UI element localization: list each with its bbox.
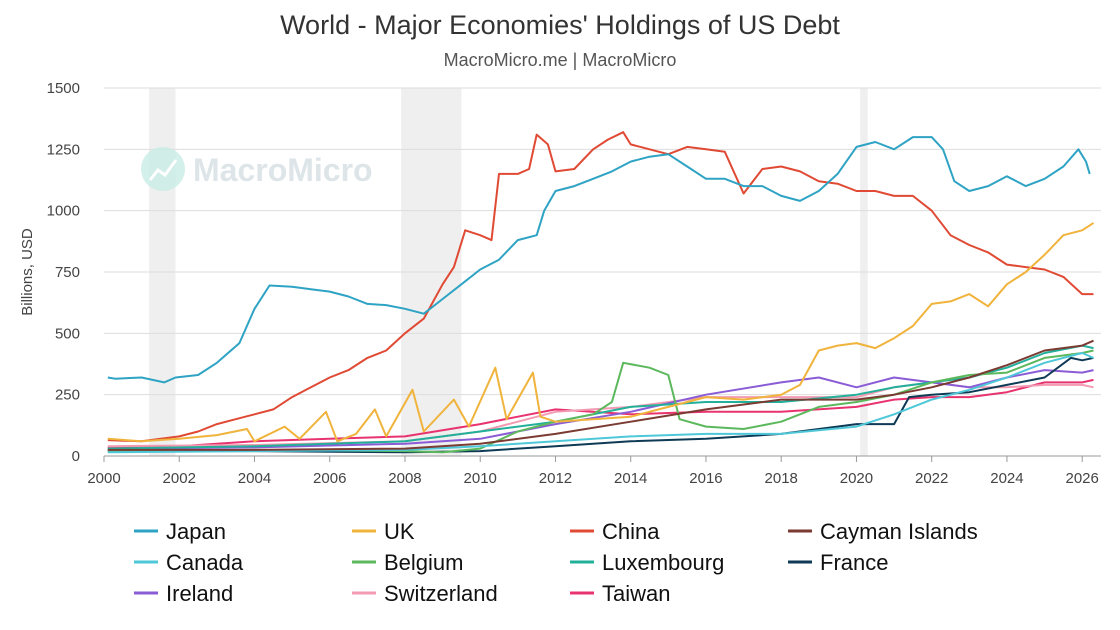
grid-lines bbox=[104, 87, 1101, 457]
y-tick-label: 750 bbox=[55, 264, 80, 281]
x-tick-label: 2026 bbox=[1066, 470, 1099, 487]
x-tick-label: 2018 bbox=[765, 470, 798, 487]
series-line-uk[interactable] bbox=[107, 222, 1095, 443]
series-line-luxembourg[interactable] bbox=[107, 344, 1094, 450]
legend: Japan UK China Cayman Islands Canada Belgium L… bbox=[134, 519, 978, 606]
chart-title: World - Major Economies' Holdings of US … bbox=[280, 10, 840, 40]
series-line-belgium[interactable] bbox=[107, 349, 1094, 454]
x-tick-label: 2012 bbox=[539, 470, 572, 487]
series-line-france[interactable] bbox=[107, 356, 1094, 454]
x-tick-label: 2010 bbox=[464, 470, 497, 487]
series-line-ireland[interactable] bbox=[107, 369, 1094, 450]
legend-label: Japan bbox=[166, 519, 226, 544]
y-tick-label: 1000 bbox=[47, 203, 80, 220]
y-tick-label: 500 bbox=[55, 325, 80, 342]
x-tick-label: 2016 bbox=[689, 470, 722, 487]
x-tick-label: 2008 bbox=[388, 470, 421, 487]
y-tick-label: 250 bbox=[55, 387, 80, 404]
y-axis: 0 250 500 750 1000 1250 1500 bbox=[47, 80, 80, 465]
x-tick-label: 2024 bbox=[990, 470, 1023, 487]
watermark: MacroMicro bbox=[141, 147, 373, 191]
legend-item-japan[interactable]: Japan bbox=[134, 519, 226, 544]
chart-subtitle: MacroMicro.me | MacroMicro bbox=[444, 50, 677, 70]
x-tick-label: 2002 bbox=[163, 470, 196, 487]
macromicro-logo-icon bbox=[141, 147, 185, 191]
legend-item-belgium[interactable]: Belgium bbox=[352, 550, 463, 575]
legend-label: China bbox=[602, 519, 660, 544]
legend-label: Ireland bbox=[166, 581, 233, 606]
legend-item-uk[interactable]: UK bbox=[352, 519, 415, 544]
series-line-china[interactable] bbox=[107, 131, 1094, 443]
y-tick-label: 1250 bbox=[47, 141, 80, 158]
legend-label: France bbox=[820, 550, 888, 575]
x-axis: 2000 2002 2004 2006 2008 2010 2012 2014 2016 2018… bbox=[87, 456, 1099, 487]
legend-item-cayman-islands[interactable]: Cayman Islands bbox=[788, 519, 978, 544]
x-tick-label: 2000 bbox=[87, 470, 120, 487]
legend-label: Canada bbox=[166, 550, 244, 575]
y-tick-label: 0 bbox=[72, 448, 80, 465]
legend-label: Luxembourg bbox=[602, 550, 724, 575]
legend-item-taiwan[interactable]: Taiwan bbox=[570, 581, 670, 606]
series-line-cayman-islands[interactable] bbox=[107, 339, 1094, 451]
legend-label: Switzerland bbox=[384, 581, 498, 606]
series-line-japan[interactable] bbox=[107, 136, 1091, 384]
x-tick-label: 2022 bbox=[915, 470, 948, 487]
legend-label: UK bbox=[384, 519, 415, 544]
x-tick-label: 2004 bbox=[238, 470, 271, 487]
legend-label: Belgium bbox=[384, 550, 463, 575]
legend-label: Taiwan bbox=[602, 581, 670, 606]
y-tick-label: 1500 bbox=[47, 80, 80, 97]
legend-label: Cayman Islands bbox=[820, 519, 978, 544]
series-line-canada[interactable] bbox=[107, 352, 1094, 454]
series-line-taiwan[interactable] bbox=[107, 378, 1094, 449]
legend-item-ireland[interactable]: Ireland bbox=[134, 581, 233, 606]
x-tick-label: 2020 bbox=[840, 470, 873, 487]
series-lines bbox=[107, 131, 1095, 454]
x-tick-label: 2014 bbox=[614, 470, 647, 487]
legend-item-france[interactable]: France bbox=[788, 550, 888, 575]
y-axis-label: Billions, USD bbox=[19, 228, 36, 316]
legend-item-china[interactable]: China bbox=[570, 519, 660, 544]
watermark-text: MacroMicro bbox=[193, 152, 373, 188]
legend-item-luxembourg[interactable]: Luxembourg bbox=[570, 550, 724, 575]
legend-item-switzerland[interactable]: Switzerland bbox=[352, 581, 498, 606]
legend-item-canada[interactable]: Canada bbox=[134, 550, 244, 575]
x-tick-label: 2006 bbox=[313, 470, 346, 487]
